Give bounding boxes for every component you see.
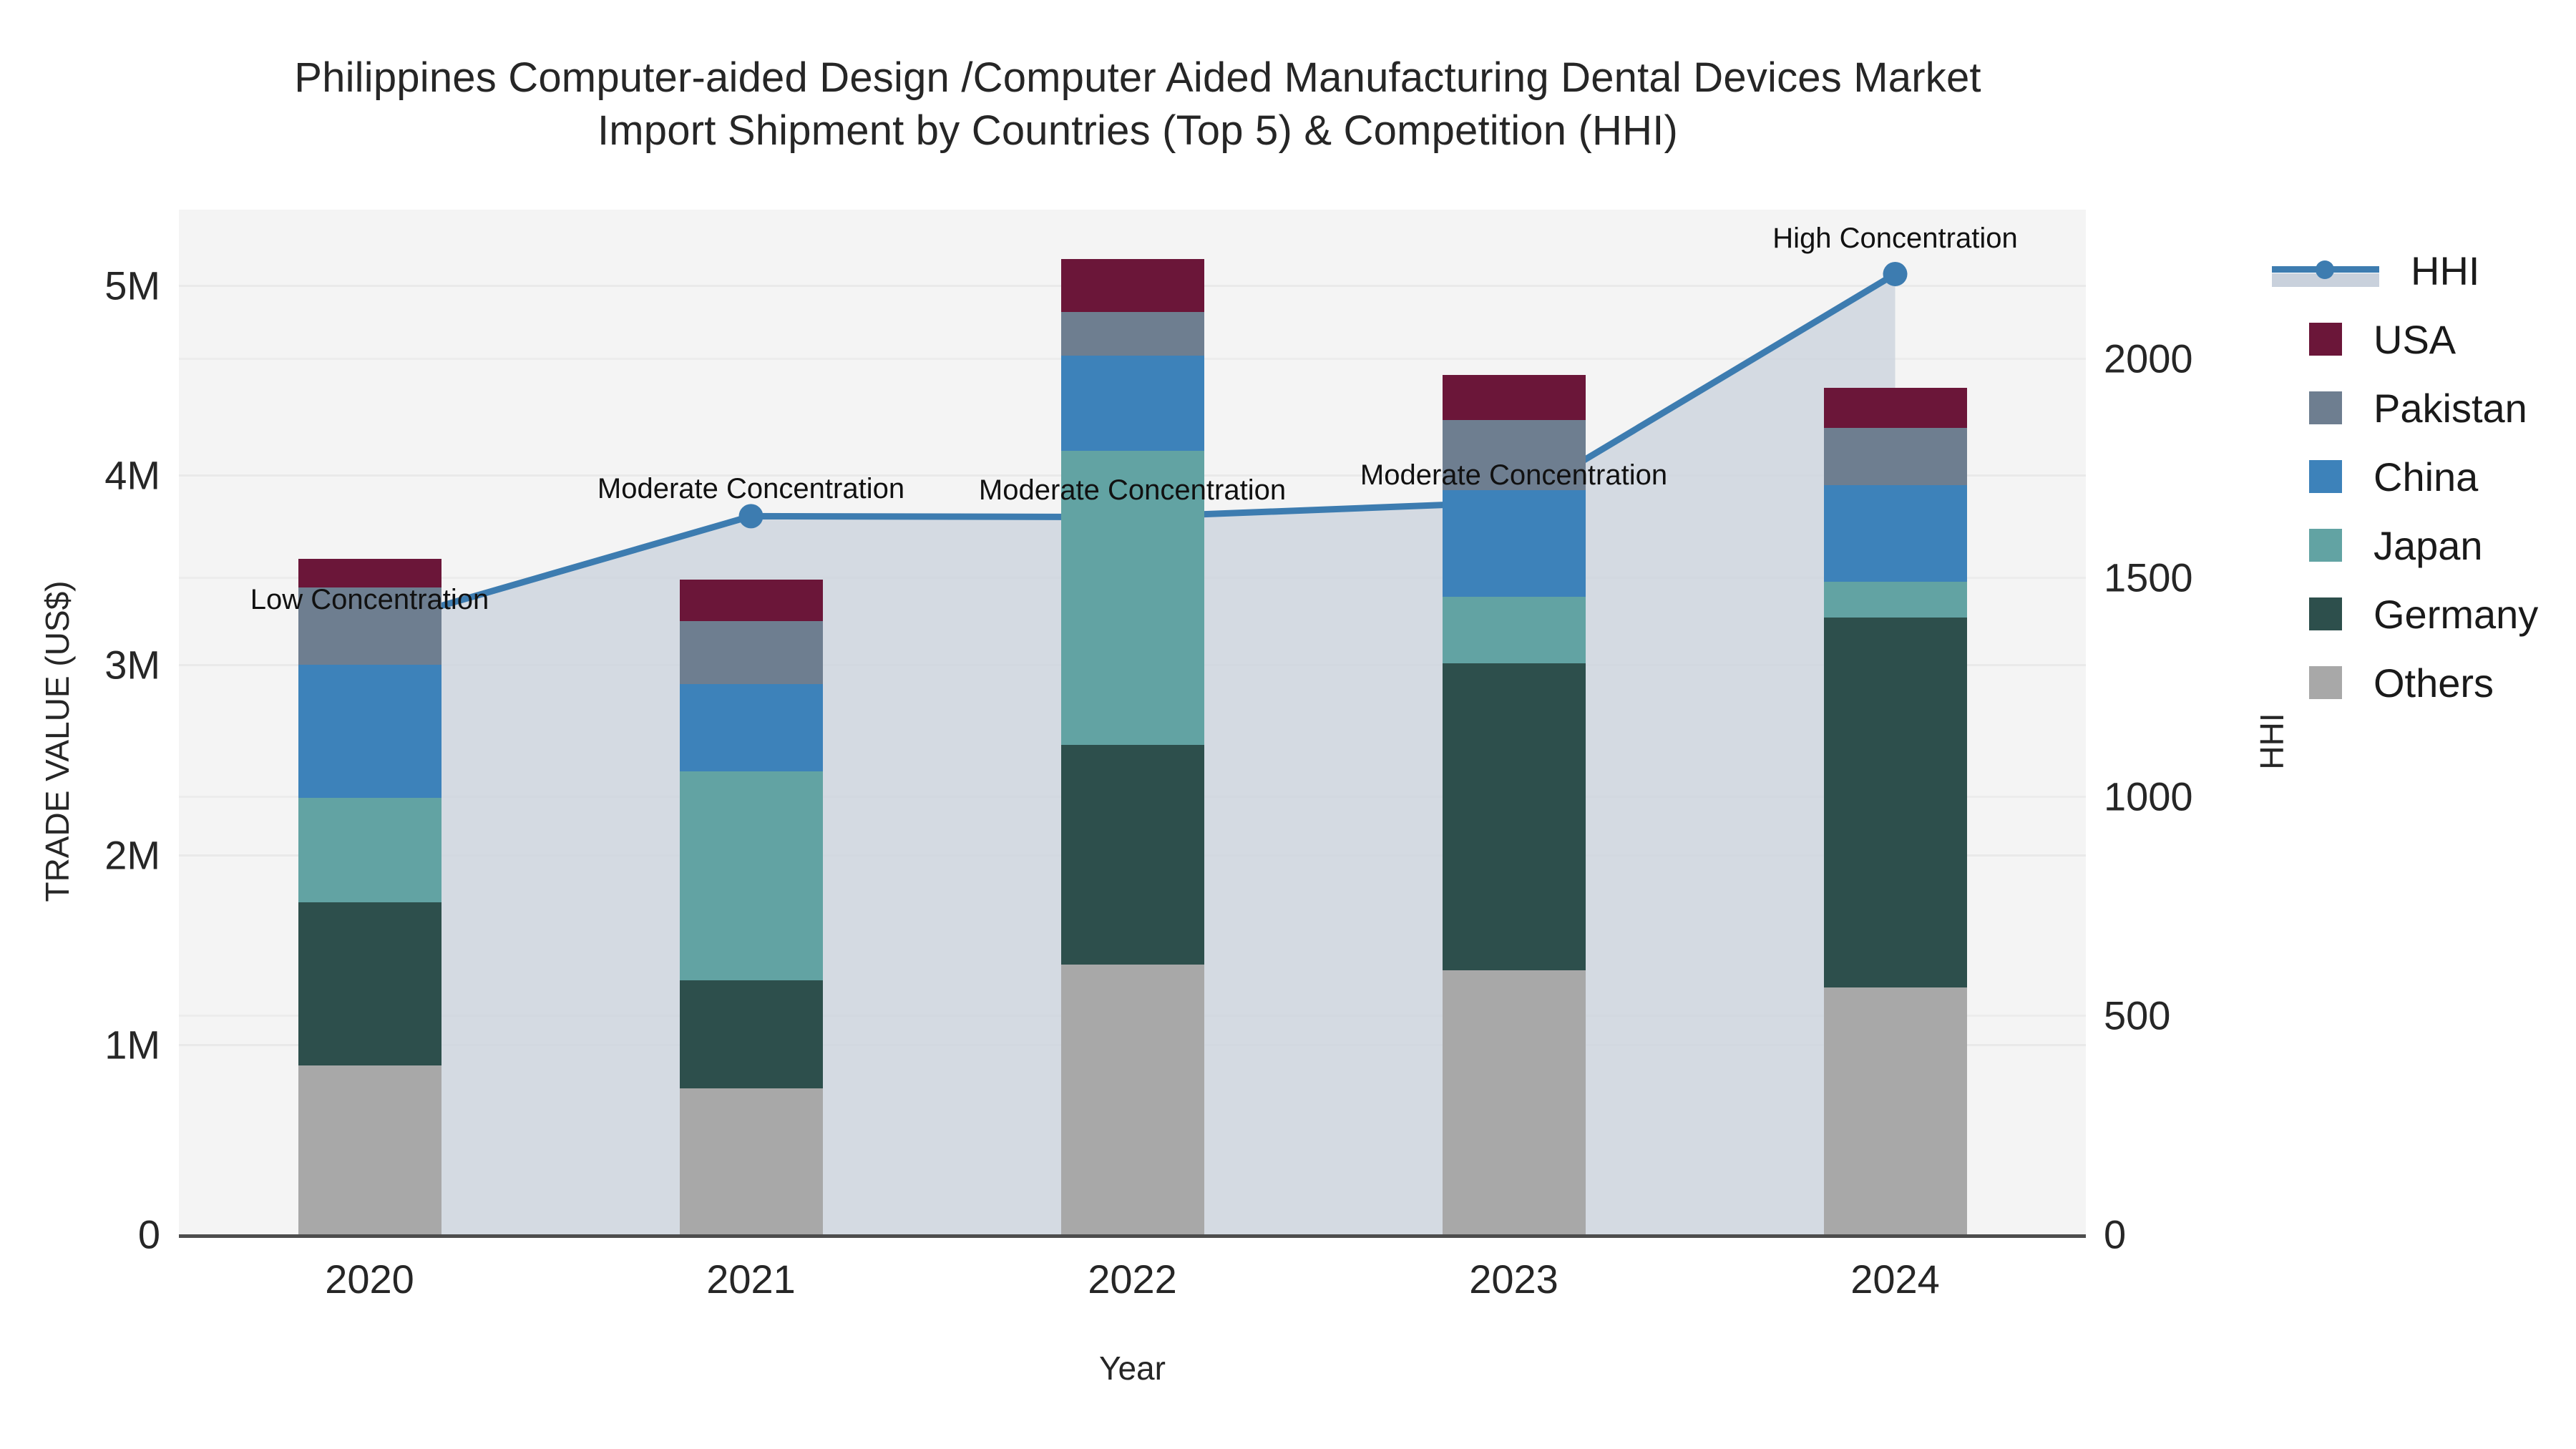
legend-item-others[interactable]: Others: [2272, 648, 2538, 717]
legend-item-germany[interactable]: Germany: [2272, 580, 2538, 648]
legend-item-usa[interactable]: USA: [2272, 305, 2538, 374]
legend-swatch-germany: [2309, 597, 2342, 630]
bar-group-2023[interactable]: [1442, 210, 1586, 1234]
bar-segment-japan-2022[interactable]: [1060, 450, 1204, 745]
annotation-2020: Low Concentration: [250, 583, 489, 615]
page-title: Philippines Computer-aided Design /Compu…: [0, 52, 2275, 157]
y-tick-left-1: 1M: [104, 1022, 160, 1068]
bar-segment-china-2021[interactable]: [679, 683, 823, 771]
legend-label-others: Others: [2373, 660, 2494, 706]
bar-segment-usa-2023[interactable]: [1442, 374, 1586, 421]
bar-segment-pakistan-2022[interactable]: [1060, 312, 1204, 356]
bar-segment-germany-2024[interactable]: [1823, 618, 1967, 988]
bar-segment-japan-2021[interactable]: [679, 771, 823, 980]
bar-segment-japan-2024[interactable]: [1823, 581, 1967, 618]
bar-segment-germany-2022[interactable]: [1060, 744, 1204, 965]
x-tick-2020: 2020: [325, 1257, 414, 1302]
bar-segment-others-2024[interactable]: [1823, 987, 1967, 1234]
annotation-2021: Moderate Concentration: [597, 473, 905, 505]
y-tick-right-0: 0: [2104, 1211, 2127, 1257]
legend-label-china: China: [2373, 454, 2479, 499]
bar-group-2021[interactable]: [679, 210, 823, 1234]
bar-segment-usa-2021[interactable]: [679, 580, 823, 622]
title-line-2: Import Shipment by Countries (Top 5) & C…: [597, 107, 1679, 155]
bar-segment-others-2023[interactable]: [1442, 970, 1586, 1234]
y-tick-right-1: 500: [2104, 992, 2171, 1038]
legend-label-pakistan: Pakistan: [2373, 385, 2527, 431]
legend-swatch-others: [2309, 666, 2342, 699]
x-tick-2021: 2021: [706, 1257, 796, 1302]
bar-group-2020[interactable]: [298, 210, 441, 1234]
bar-segment-usa-2020[interactable]: [298, 558, 441, 587]
y-axis-left-label: TRADE VALUE (US$): [39, 580, 76, 902]
bar-segment-china-2022[interactable]: [1060, 356, 1204, 451]
x-tick-2022: 2022: [1088, 1257, 1177, 1302]
bar-segment-germany-2020[interactable]: [298, 902, 441, 1065]
bar-segment-pakistan-2021[interactable]: [679, 621, 823, 684]
legend-label-hhi: HHI: [2411, 248, 2480, 293]
plot-area: [179, 210, 2086, 1234]
legend-line-icon: [2272, 254, 2379, 287]
y-tick-left-2: 2M: [104, 832, 160, 878]
legend-area-swatch: [2272, 273, 2379, 287]
legend-swatch-japan: [2309, 529, 2342, 562]
y-tick-left-3: 3M: [104, 642, 160, 688]
legend-item-japan[interactable]: Japan: [2272, 511, 2538, 580]
bar-segment-japan-2020[interactable]: [298, 798, 441, 902]
bar-segment-pakistan-2023[interactable]: [1442, 420, 1586, 491]
x-tick-2024: 2024: [1850, 1257, 1940, 1302]
x-axis-label: Year: [1099, 1350, 1166, 1387]
annotation-2024: High Concentration: [1772, 222, 2018, 254]
legend-label-japan: Japan: [2373, 522, 2483, 568]
hhi-marker-2024[interactable]: [1883, 261, 1908, 286]
bar-segment-pakistan-2020[interactable]: [298, 587, 441, 665]
chart-legend: HHI USA Pakistan China Japan Germany Others: [2272, 236, 2538, 717]
bar-segment-china-2024[interactable]: [1823, 484, 1967, 582]
y-tick-right-2: 1000: [2104, 774, 2193, 819]
bar-group-2022[interactable]: [1060, 210, 1204, 1234]
annotation-2022: Moderate Concentration: [978, 474, 1287, 506]
legend-swatch-china: [2309, 460, 2342, 493]
title-line-1: Philippines Computer-aided Design /Compu…: [294, 54, 1981, 101]
bar-segment-others-2020[interactable]: [298, 1065, 441, 1234]
x-axis-line: [179, 1234, 2086, 1238]
bar-segment-germany-2023[interactable]: [1442, 663, 1586, 971]
legend-item-pakistan[interactable]: Pakistan: [2272, 374, 2538, 442]
annotation-2023: Moderate Concentration: [1360, 459, 1668, 491]
bar-segment-china-2023[interactable]: [1442, 490, 1586, 597]
y-tick-right-3: 1500: [2104, 555, 2193, 600]
y-tick-left-4: 4M: [104, 452, 160, 498]
bar-group-2024[interactable]: [1823, 210, 1967, 1234]
bar-segment-usa-2024[interactable]: [1823, 388, 1967, 428]
y-tick-left-0: 0: [137, 1211, 160, 1257]
x-tick-2023: 2023: [1469, 1257, 1558, 1302]
bar-segment-germany-2021[interactable]: [679, 980, 823, 1088]
legend-item-hhi[interactable]: HHI: [2272, 236, 2538, 305]
legend-label-usa: USA: [2373, 316, 2457, 362]
bar-segment-china-2020[interactable]: [298, 665, 441, 799]
legend-line-dot-icon: [2316, 260, 2334, 279]
legend-label-germany: Germany: [2373, 591, 2539, 637]
y-tick-right-4: 2000: [2104, 336, 2193, 381]
bar-segment-others-2022[interactable]: [1060, 965, 1204, 1234]
bar-segment-others-2021[interactable]: [679, 1088, 823, 1234]
y-tick-left-5: 5M: [104, 263, 160, 308]
bar-segment-japan-2023[interactable]: [1442, 596, 1586, 663]
bar-segment-usa-2022[interactable]: [1060, 258, 1204, 313]
legend-swatch-usa: [2309, 323, 2342, 356]
legend-item-china[interactable]: China: [2272, 442, 2538, 511]
hhi-marker-2021[interactable]: [738, 504, 763, 529]
legend-swatch-pakistan: [2309, 391, 2342, 424]
bar-segment-pakistan-2024[interactable]: [1823, 427, 1967, 485]
